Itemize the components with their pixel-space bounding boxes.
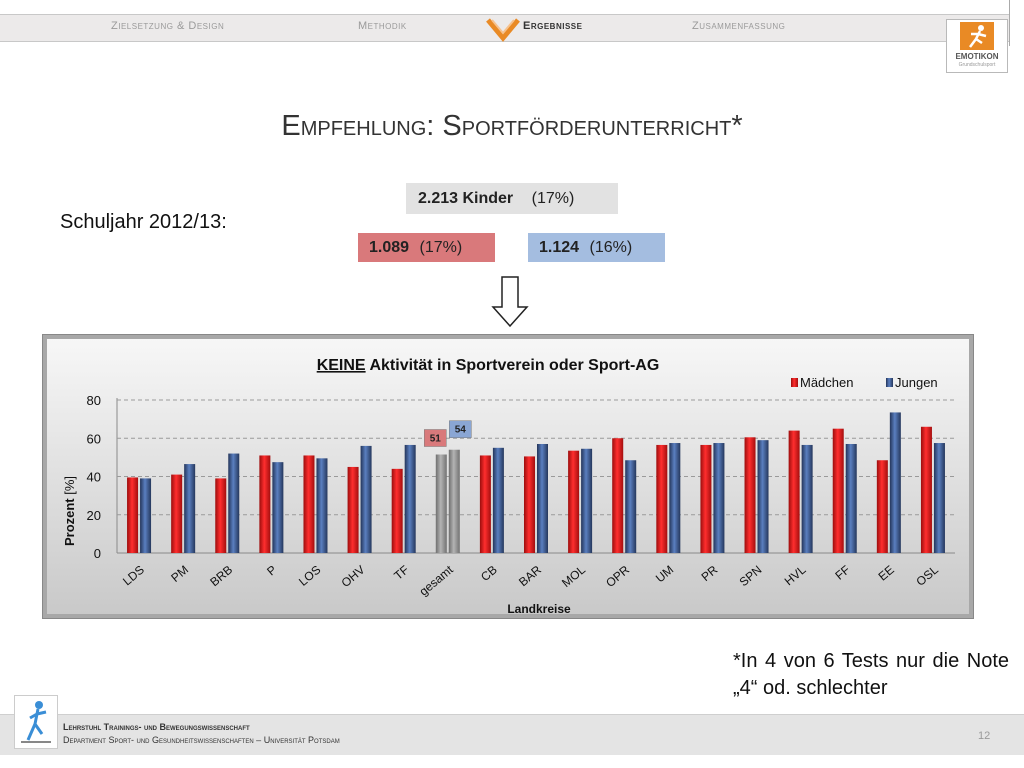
boys-count: 1.124 (539, 239, 580, 256)
bar-jungen-LOS (316, 458, 328, 553)
bar-maedchen-CB (479, 455, 491, 553)
bar-maedchen-BAR (524, 456, 535, 553)
bar-maedchen-HVL (788, 430, 800, 553)
total-count: 2.213 Kinder (418, 190, 514, 207)
legend: Mädchen Jungen (791, 375, 938, 390)
slide-title: Empfehlung: Sportförderunterricht* (281, 110, 743, 142)
footnote: *In 4 von 6 Tests nur die Note „4“ od. s… (733, 650, 1009, 699)
university-logo (14, 695, 58, 749)
y-tick-label: 40 (87, 470, 101, 485)
data-label-jungen: 54 (455, 425, 467, 436)
data-label-box (424, 429, 447, 447)
bar-maedchen-SPN (744, 437, 756, 553)
data-label-maedchen: 51 (430, 434, 442, 445)
bar-jungen-UM (669, 443, 681, 553)
bar-jungen-PR (713, 443, 725, 553)
bar-maedchen-OPR (612, 438, 624, 553)
bar-jungen-OSL (933, 443, 945, 553)
runner-icon (960, 22, 994, 50)
boys-percent: (16%) (589, 239, 633, 256)
emotikon-logo: EMOTIKON Grundschulsport (946, 19, 1008, 73)
y-axis-label-main: Prozent (62, 498, 77, 546)
total-children-box: 2.213 Kinder (17%) (406, 183, 618, 214)
bar-maedchen-LDS (127, 477, 139, 553)
girls-count: 1.089 (369, 239, 410, 256)
logo-subtext: Grundschulsport (958, 62, 996, 68)
nav-item-zielsetzung[interactable]: Zielsetzung & Design (111, 20, 225, 32)
bar-maedchen-gesamt (435, 454, 447, 553)
active-chevron-icon (486, 18, 520, 42)
bar-jungen-OHV (360, 445, 372, 553)
bar-jungen-LDS (140, 478, 152, 553)
bar-maedchen-EE (876, 460, 888, 553)
boys-box: 1.124 (16%) (528, 233, 665, 262)
y-tick-label: 0 (94, 546, 101, 561)
legend-swatch-jungen (886, 378, 893, 387)
y-axis-label-unit: [%] (62, 476, 77, 498)
girls-box: 1.089 (17%) (358, 233, 495, 262)
chart-title: KEINE Aktivität in Sportverein oder Spor… (317, 357, 660, 374)
chart-title-rest: Aktivität in Sportverein oder Sport-AG (366, 357, 660, 374)
y-tick-label: 60 (87, 431, 101, 446)
logo-text: EMOTIKON (955, 52, 999, 61)
bar-maedchen-P (259, 455, 271, 553)
bar-jungen-BRB (228, 453, 240, 553)
bar-maedchen-OSL (920, 426, 932, 553)
chart-title-keyword: KEINE (317, 357, 366, 374)
legend-label-jungen: Jungen (895, 375, 938, 390)
bar-jungen-HVL (801, 444, 813, 553)
girls-percent: (17%) (419, 239, 463, 256)
bar-jungen-SPN (757, 440, 769, 553)
bar-jungen-CB (492, 447, 504, 553)
footer-bar (0, 714, 1024, 755)
bar-jungen-EE (889, 412, 901, 553)
x-axis-label: Landkreise (507, 602, 571, 616)
nav-item-ergebnisse[interactable]: Ergebnisse (523, 20, 583, 32)
page-number: 12 (978, 730, 991, 742)
bar-maedchen-LOS (303, 455, 315, 553)
legend-label-maedchen: Mädchen (800, 375, 853, 390)
footer-chair: Lehrstuhl Trainings- und Bewegungswissen… (63, 722, 250, 732)
y-axis-label: Prozent [%] (62, 476, 77, 546)
bar-maedchen-UM (656, 444, 668, 553)
bar-maedchen-MOL (568, 450, 580, 553)
chart-background (47, 339, 969, 614)
bar-jungen-gesamt (448, 449, 460, 553)
y-tick-label: 20 (87, 508, 101, 523)
down-arrow-icon (491, 276, 529, 328)
bar-jungen-FF (845, 443, 857, 553)
bar-jungen-P (272, 462, 284, 553)
data-label-box (449, 420, 472, 438)
bar-jungen-OPR (625, 460, 637, 553)
athlete-icon (21, 701, 51, 743)
y-tick-label: 80 (87, 393, 101, 408)
bar-jungen-BAR (537, 443, 548, 553)
bar-jungen-TF (404, 444, 416, 553)
chart-container: 0 20 40 60 80 LDS PM BRB P LOS OHV TF gesamt CB BAR MOL… (42, 334, 974, 619)
bar-jungen-MOL (581, 448, 593, 553)
bar-maedchen-PM (171, 474, 183, 553)
bar-jungen-PM (184, 464, 196, 553)
bar-maedchen-FF (832, 428, 844, 553)
bar-maedchen-TF (391, 468, 403, 553)
header-divider (1009, 0, 1010, 46)
bar-maedchen-PR (700, 444, 712, 553)
bar-maedchen-BRB (215, 478, 227, 553)
footer-department: Department Sport- und Gesundheitswissens… (63, 735, 340, 745)
legend-swatch-maedchen (791, 378, 798, 387)
nav-item-zusammenfassung[interactable]: Zusammenfassung (692, 20, 786, 32)
total-percent: (17%) (531, 190, 575, 207)
school-year-label: Schuljahr 2012/13: (60, 211, 227, 233)
bar-maedchen-OHV (347, 466, 359, 553)
nav-item-methodik[interactable]: Methodik (358, 20, 407, 32)
